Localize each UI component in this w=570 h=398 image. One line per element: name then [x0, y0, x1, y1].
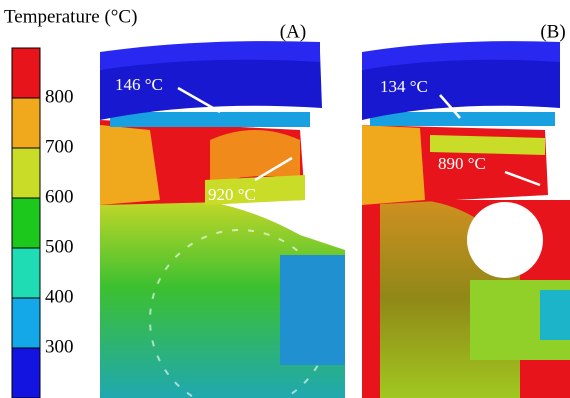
colorbar-tick-label: 800	[45, 86, 74, 107]
annotation: 890 °C	[438, 154, 486, 173]
colorbar-title: Temperature (°C)	[4, 6, 137, 27]
colorbar-tick-label: 400	[45, 286, 74, 307]
colorbar-band	[12, 248, 40, 298]
figure: Temperature (°C) 800700600500400300 (A) …	[0, 0, 570, 398]
colorbar-band	[12, 348, 40, 398]
colorbar-band	[12, 148, 40, 198]
annotation: 146 °C	[115, 75, 163, 94]
colorbar-band	[12, 298, 40, 348]
colorbar-tick-label: 500	[45, 236, 74, 257]
colorbar: 800 700 600 500 400 300	[12, 48, 74, 398]
colorbar-tick-label: 600	[45, 186, 74, 207]
colorbar-tick-label: 700	[45, 136, 74, 157]
panel-label: (B)	[540, 21, 565, 42]
colorbar-band	[12, 198, 40, 248]
colorbar-tick-label: 300	[45, 336, 74, 357]
annotation: 920 °C	[208, 185, 256, 204]
annotation: 134 °C	[380, 77, 428, 96]
colorbar-band	[12, 48, 40, 98]
panel-a-render	[100, 41, 345, 398]
colorbar-band	[12, 98, 40, 148]
panel-label: (A)	[280, 21, 306, 42]
